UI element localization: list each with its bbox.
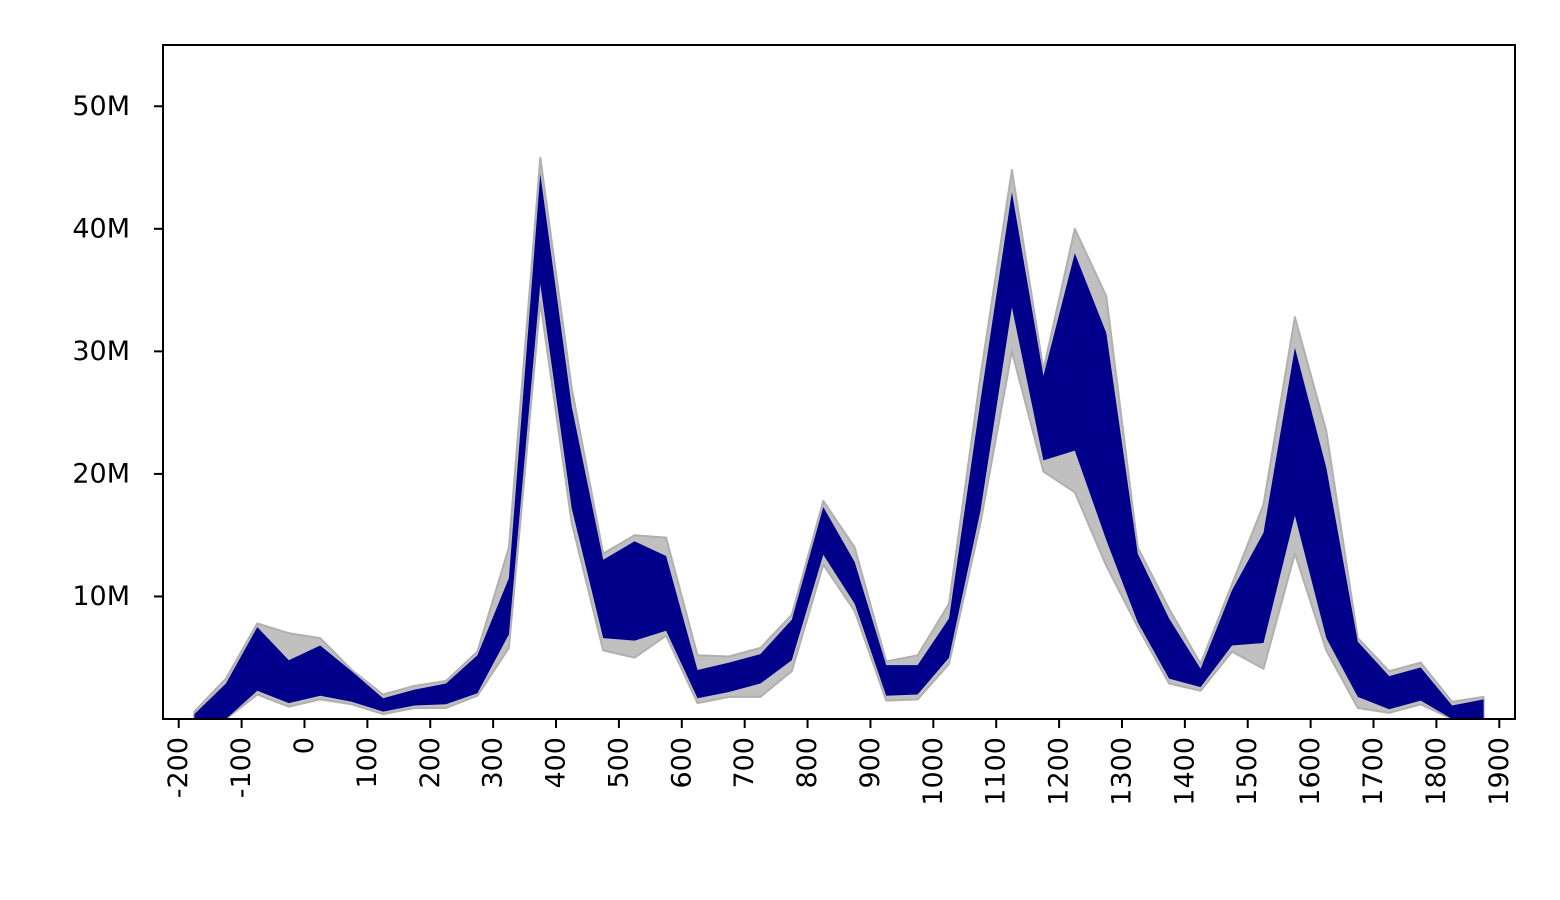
y-tick-label: 40M bbox=[72, 213, 130, 244]
band-inner-range bbox=[194, 173, 1484, 719]
x-tick-label: 1200 bbox=[1044, 737, 1075, 806]
x-tick-label: 100 bbox=[352, 737, 383, 789]
x-tick-label: -100 bbox=[226, 737, 257, 798]
x-tick-label: 800 bbox=[792, 737, 823, 789]
x-tick-label: 700 bbox=[729, 737, 760, 789]
x-tick-label: -200 bbox=[163, 737, 194, 798]
x-axis: -200 -100 0 100 200 300 400 500 600 700 800 900 1000… bbox=[163, 719, 1515, 806]
x-tick-label: 1100 bbox=[981, 737, 1012, 806]
y-tick-label: 30M bbox=[72, 336, 130, 367]
x-tick-label: 1700 bbox=[1358, 737, 1389, 806]
x-tick-label: 400 bbox=[541, 737, 572, 789]
x-tick-label: 0 bbox=[289, 737, 320, 754]
x-tick-label: 1900 bbox=[1484, 737, 1515, 806]
x-tick-label: 1000 bbox=[918, 737, 949, 806]
x-tick-label: 900 bbox=[855, 737, 886, 789]
x-tick-label: 300 bbox=[478, 737, 509, 789]
y-tick-label: 50M bbox=[72, 91, 130, 122]
y-tick-label: 20M bbox=[72, 458, 130, 489]
x-tick-label: 1300 bbox=[1106, 737, 1137, 806]
x-tick-label: 500 bbox=[603, 737, 634, 789]
x-tick-label: 1600 bbox=[1295, 737, 1326, 806]
x-tick-label: 200 bbox=[415, 737, 446, 789]
x-tick-label: 1500 bbox=[1232, 737, 1263, 806]
y-axis: 10M 20M 30M 40M 50M bbox=[72, 91, 163, 612]
x-tick-label: 1400 bbox=[1169, 737, 1200, 806]
y-tick-label: 10M bbox=[72, 581, 130, 612]
plot-frame bbox=[162, 44, 1516, 720]
x-tick-label: 1800 bbox=[1421, 737, 1452, 806]
x-tick-label: 600 bbox=[666, 737, 697, 789]
